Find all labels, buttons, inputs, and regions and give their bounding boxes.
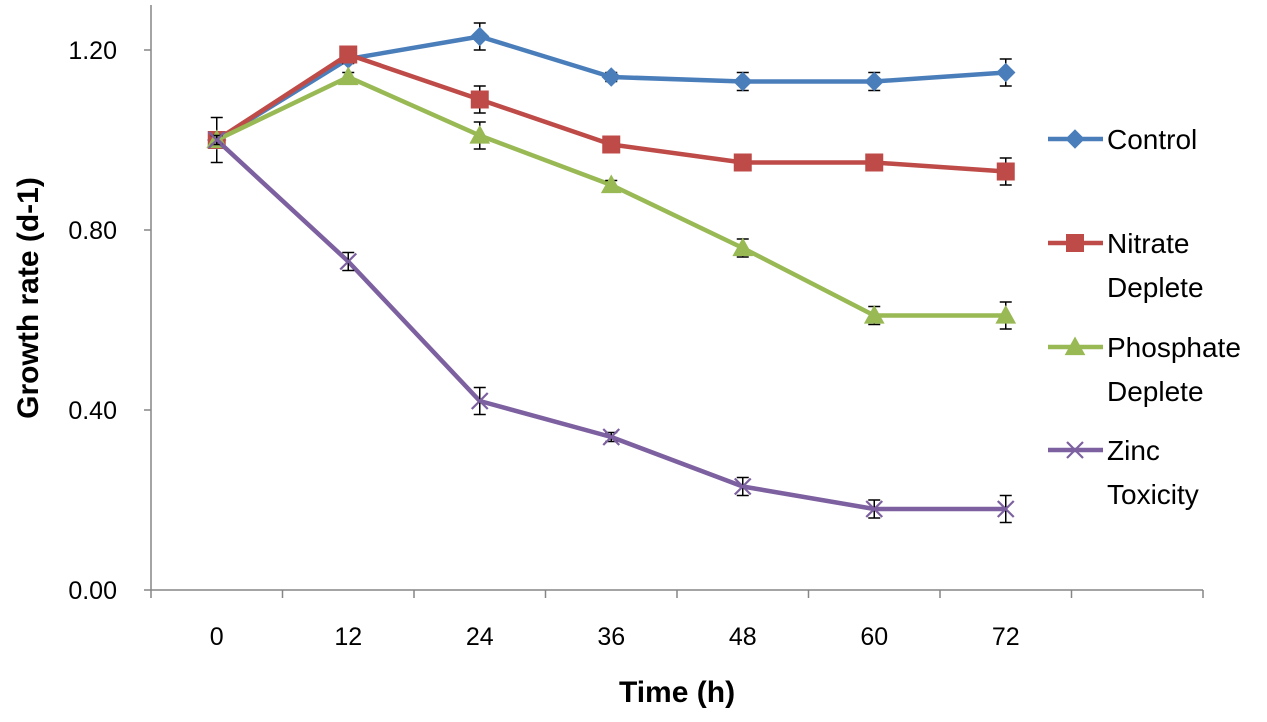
data-point (996, 500, 1015, 518)
series-zinc-toxicity (207, 131, 1015, 524)
x-marker-stroke (339, 252, 358, 271)
axes (144, 5, 1204, 598)
x-axis-title: Time (h) (619, 676, 735, 709)
data-point (733, 153, 752, 172)
x-tick-label: 24 (466, 623, 494, 651)
legend-label: Deplete (1107, 272, 1204, 303)
data-point (864, 71, 884, 92)
x-tick-label: 72 (992, 623, 1020, 651)
series-lines (206, 22, 1017, 524)
x-tick-label: 48 (729, 623, 757, 651)
series-phosphate-deplete (206, 66, 1017, 330)
legend-label: Phosphate (1107, 332, 1241, 363)
legend-label: Deplete (1107, 376, 1204, 407)
series-line (215, 74, 1006, 318)
data-point (601, 67, 621, 87)
x-marker-stroke (470, 392, 489, 410)
legend-entry-control: Control (1048, 124, 1197, 155)
data-point (995, 304, 1017, 324)
data-point (996, 62, 1016, 83)
data-point (470, 90, 489, 109)
data-point (996, 162, 1015, 181)
legend-label: Control (1107, 124, 1197, 155)
data-point (733, 71, 753, 92)
series-line (215, 34, 1006, 142)
x-tick-label: 60 (860, 623, 888, 651)
x-marker-stroke (207, 131, 226, 149)
legend-label: Zinc (1107, 435, 1160, 466)
data-point (470, 392, 489, 410)
data-point (337, 66, 359, 86)
data-point (602, 428, 621, 446)
data-point (602, 135, 621, 154)
data-point (207, 131, 226, 149)
data-point (600, 174, 622, 194)
data-point (339, 252, 358, 271)
x-tick-labels: 0 12 24 36 48 60 72 (210, 623, 1020, 651)
x-tick-label: 12 (334, 623, 362, 651)
series-line (215, 138, 1006, 512)
y-tick-labels: 0.00 0.40 0.80 1.20 (68, 37, 117, 605)
legend-swatch-marker (1066, 441, 1084, 459)
legend-entry-zinc-toxicity: Zinc Toxicity (1048, 435, 1199, 510)
x-marker-stroke (602, 428, 621, 446)
x-marker-stroke (996, 500, 1015, 518)
data-point (733, 477, 752, 496)
x-tick-label: 36 (597, 623, 625, 651)
x-marker-stroke (1066, 441, 1084, 459)
data-point (732, 237, 754, 257)
y-tick-label: 0.00 (68, 577, 117, 605)
legend-entry-nitrate-deplete: Nitrate Deplete (1048, 228, 1204, 303)
legend-label: Toxicity (1107, 479, 1199, 510)
data-point (863, 304, 885, 324)
data-point (339, 45, 358, 64)
x-marker-stroke (733, 477, 752, 496)
y-tick-label: 0.80 (68, 217, 117, 245)
data-point (469, 124, 491, 144)
legend-swatch-marker (1064, 336, 1086, 356)
legend: Control Nitrate Deplete Phosphate Deplete Zin… (1048, 124, 1241, 510)
data-point (865, 153, 884, 172)
data-point (865, 500, 884, 518)
legend-swatch-marker (1065, 129, 1085, 149)
y-axis-title: Growth rate (d-1) (12, 177, 45, 419)
legend-swatch-marker (1066, 234, 1084, 252)
y-tick-label: 0.40 (68, 397, 117, 425)
legend-label: Nitrate (1107, 228, 1189, 259)
data-point (470, 26, 490, 47)
x-marker-stroke (865, 500, 884, 518)
y-tick-label: 1.20 (68, 37, 117, 65)
legend-entry-phosphate-deplete: Phosphate Deplete (1048, 332, 1241, 407)
series-nitrate-deplete (207, 45, 1015, 186)
x-tick-label: 0 (210, 623, 224, 651)
